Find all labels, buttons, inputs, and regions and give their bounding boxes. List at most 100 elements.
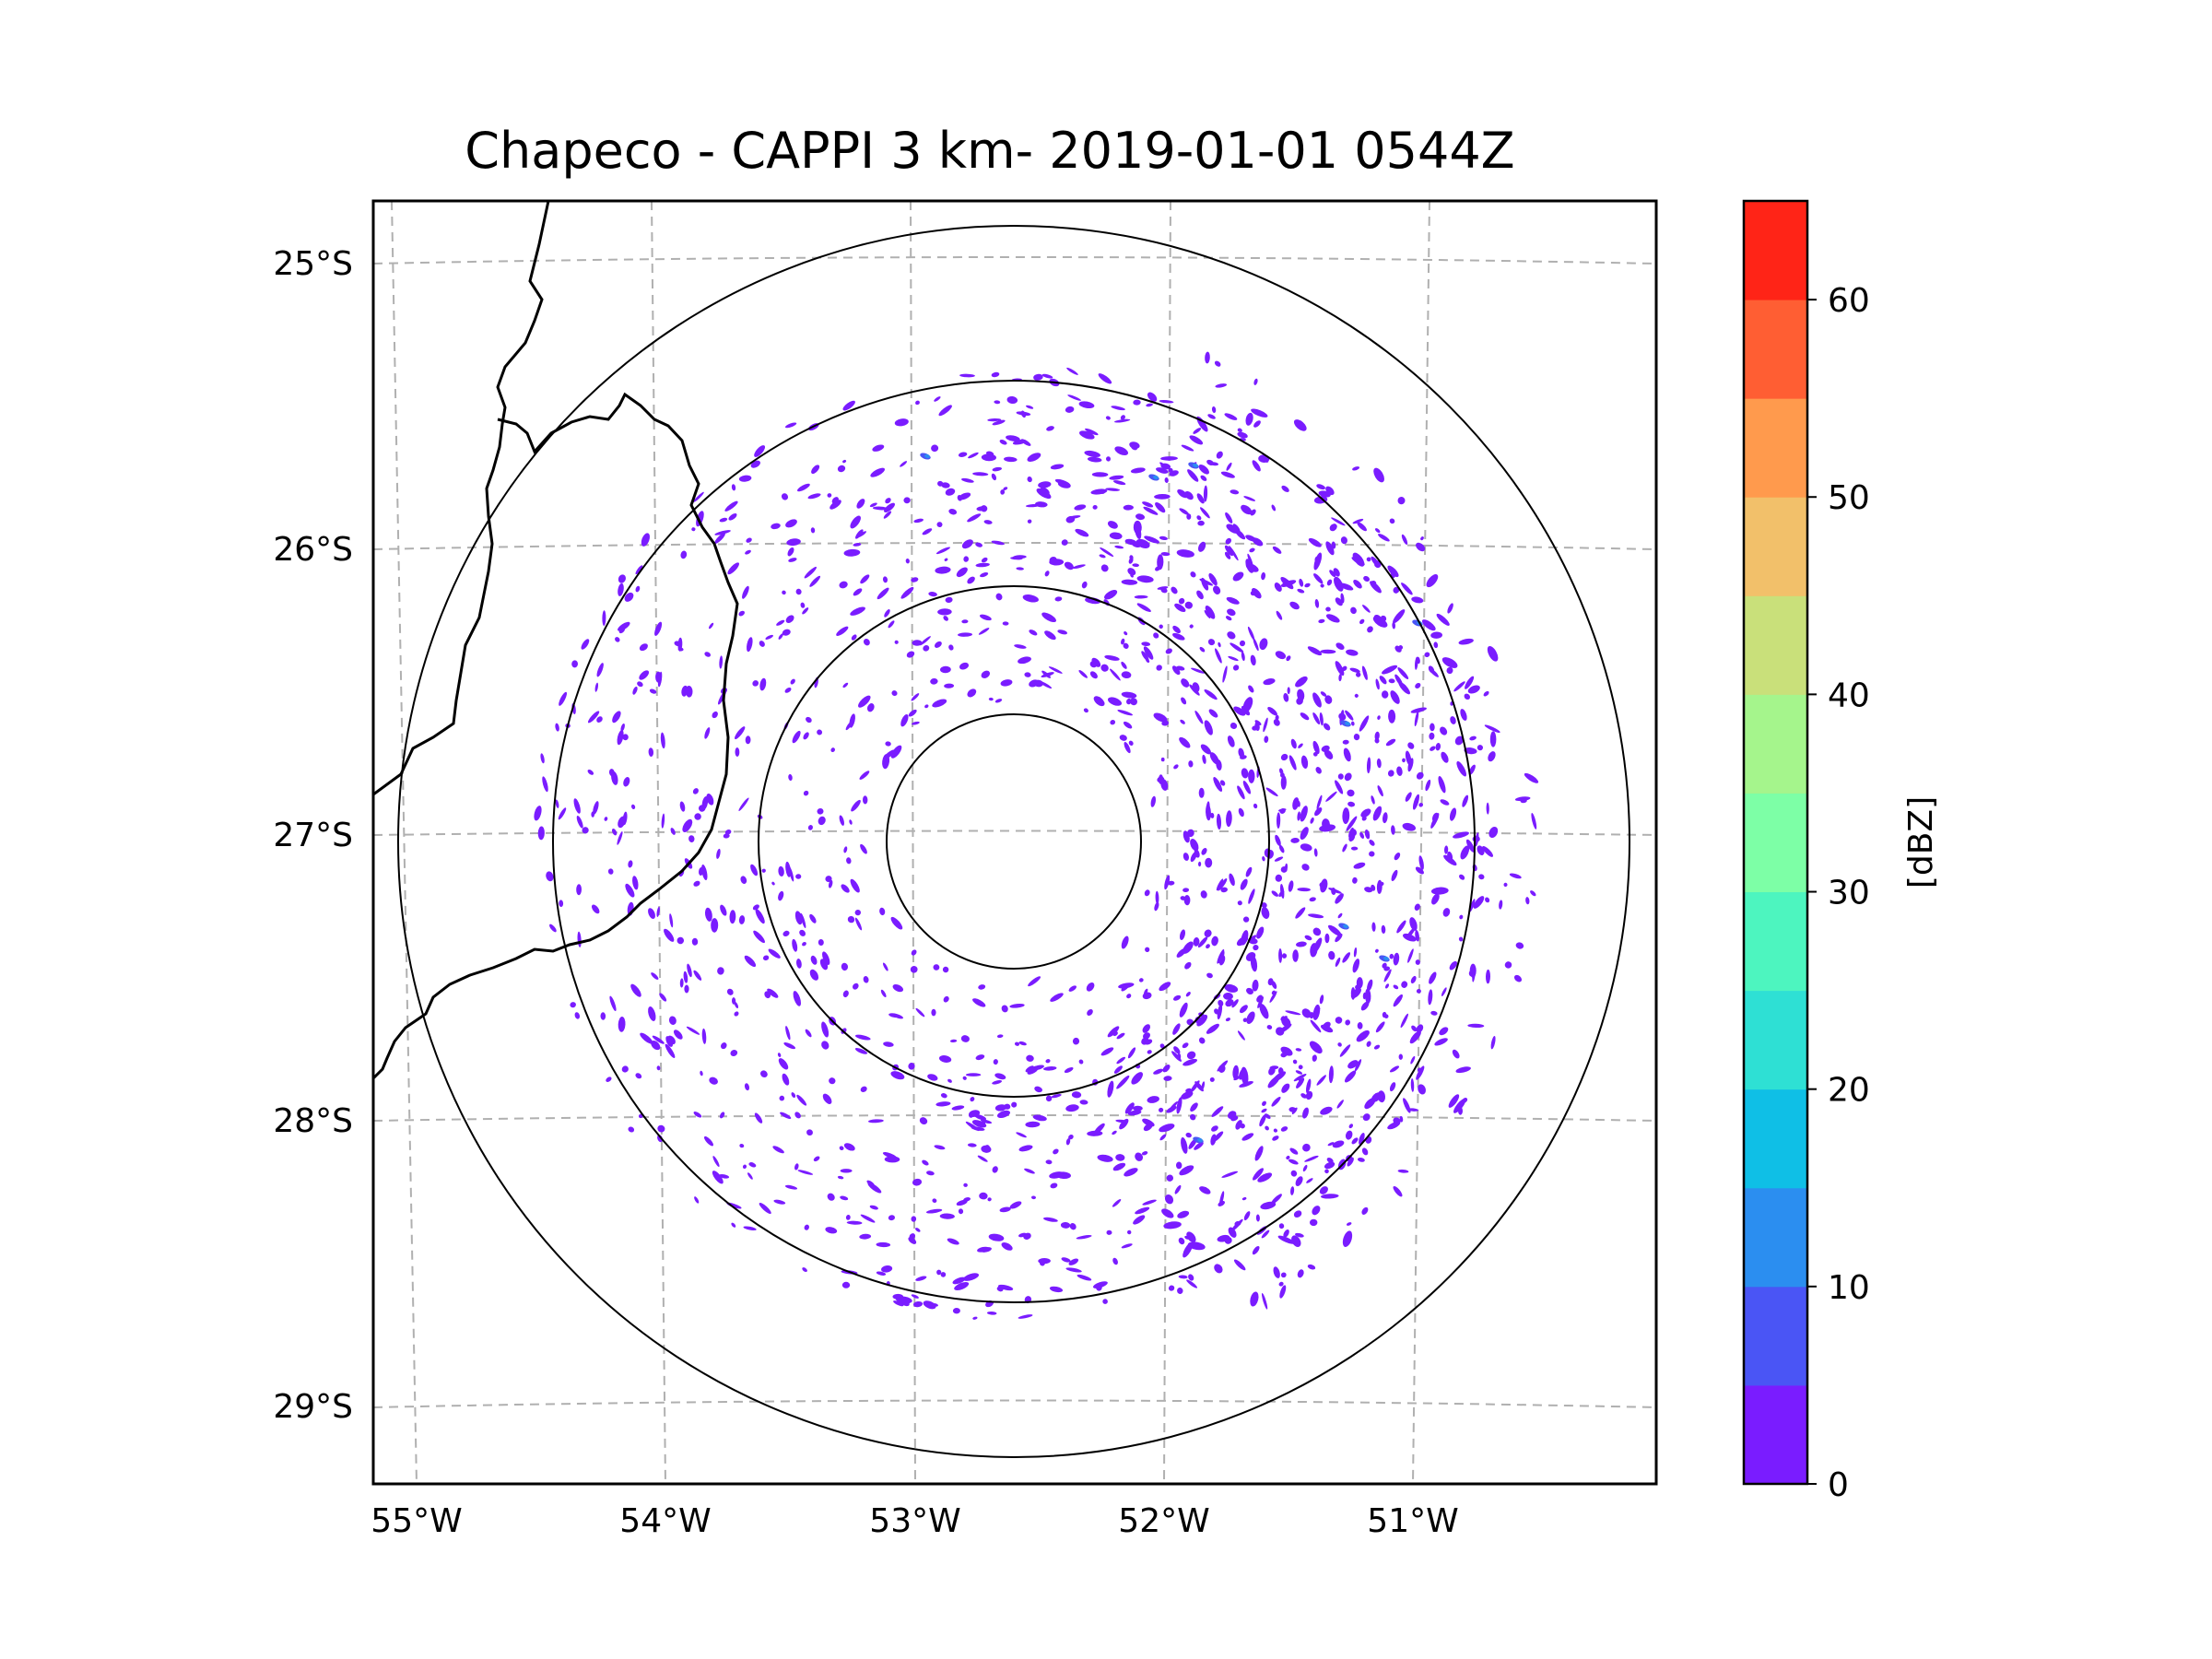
radar-echo: [1078, 670, 1088, 678]
radar-echo: [1182, 830, 1190, 843]
radar-echo: [1225, 1018, 1230, 1022]
radar-echo: [1110, 668, 1121, 681]
radar-echo: [915, 1228, 921, 1232]
radar-echo: [1229, 873, 1235, 887]
radar-echo: [716, 848, 721, 859]
radar-echo: [1366, 557, 1371, 562]
radar-echo: [1199, 646, 1206, 653]
radar-echo: [827, 1193, 835, 1201]
radar-echo: [692, 788, 699, 794]
radar-echo: [1006, 395, 1018, 405]
radar-echo: [1146, 659, 1150, 663]
radar-echo: [738, 915, 746, 924]
radar-echo: [1374, 737, 1380, 744]
radar-echo: [664, 928, 675, 942]
radar-echo: [935, 547, 950, 555]
radar-echo: [1025, 1065, 1034, 1073]
radar-echo: [963, 1197, 971, 1202]
radar-echo: [1233, 1259, 1246, 1271]
radar-echo: [1288, 1107, 1297, 1112]
radar-echo: [1398, 681, 1410, 695]
radar-echo: [1218, 1065, 1226, 1073]
radar-echo: [1333, 568, 1340, 577]
radar-echo: [1289, 1147, 1299, 1155]
radar-echo: [1473, 896, 1485, 909]
radar-echo: [1364, 887, 1373, 893]
radar-echo: [1484, 724, 1500, 733]
radar-echo: [850, 515, 861, 529]
radar-echo: [928, 592, 937, 597]
radar-echo: [1018, 1041, 1027, 1046]
radar-echo: [1276, 812, 1281, 829]
radar-echo: [924, 453, 930, 459]
radar-echo: [1227, 735, 1235, 747]
radar-echo: [906, 651, 915, 658]
radar-echo: [1312, 740, 1320, 755]
lon-label-55: 55°W: [371, 1502, 462, 1540]
radar-echo: [1261, 1230, 1270, 1239]
colorbar-segment: [1744, 595, 1807, 695]
radar-echo: [1301, 864, 1310, 871]
radar-echo: [1393, 984, 1399, 990]
radar-echo: [1184, 1235, 1190, 1240]
radar-echo: [1421, 619, 1436, 631]
radar-echo: [856, 531, 867, 538]
radar-echo: [670, 828, 676, 835]
radar-echo: [1324, 1161, 1335, 1170]
radar-echo: [657, 1135, 663, 1143]
radar-echo: [1314, 599, 1320, 608]
radar-echo: [1397, 497, 1406, 505]
radar-echo: [1362, 1113, 1371, 1122]
radar-echo: [1201, 1081, 1206, 1090]
radar-echo: [1429, 971, 1437, 984]
radar-echo: [1375, 948, 1379, 953]
radar-echo: [753, 930, 765, 944]
radar-echo: [1300, 1093, 1307, 1099]
radar-echo: [1079, 430, 1095, 440]
radar-echo: [1246, 987, 1253, 994]
radar-echo: [779, 1095, 785, 1101]
radar-echo: [1325, 606, 1331, 612]
radar-echo: [1243, 1211, 1251, 1221]
radar-echo: [1041, 612, 1056, 623]
radar-echo: [1389, 518, 1395, 524]
radar-echo: [1394, 852, 1401, 861]
radar-echo: [923, 1300, 936, 1310]
radar-echo: [1181, 697, 1187, 705]
radar-echo: [1168, 880, 1175, 886]
radar-echo: [803, 732, 809, 740]
radar-echo: [1354, 1059, 1362, 1072]
radar-echo: [943, 995, 949, 1003]
radar-echo: [883, 511, 892, 519]
radar-echo: [1401, 534, 1408, 545]
radar-echo: [1240, 878, 1248, 890]
radar-echo: [911, 577, 919, 582]
radar-echo: [660, 732, 665, 749]
radar-echo: [682, 818, 693, 833]
radar-echo: [971, 1120, 987, 1128]
radar-echo: [784, 422, 797, 429]
colorbar-tick-label: 60: [1828, 282, 1870, 320]
radar-echo: [648, 1006, 656, 1021]
radar-echo: [952, 1307, 960, 1314]
radar-echo: [1429, 667, 1439, 677]
radar-echo: [1435, 743, 1441, 751]
radar-echo: [1332, 1140, 1345, 1148]
radar-echo: [854, 1048, 868, 1054]
radar-echo: [1004, 456, 1018, 463]
radar-echo: [738, 797, 749, 811]
radar-echo: [1393, 1117, 1401, 1125]
radar-echo: [1076, 1235, 1092, 1240]
radar-echo: [1391, 869, 1398, 881]
radar-echo: [1279, 884, 1285, 899]
radar-echo: [841, 962, 849, 971]
radar-echo: [1300, 843, 1312, 852]
radar-echo: [1455, 1066, 1471, 1074]
radar-echo: [980, 614, 992, 621]
radar-echo: [1453, 831, 1469, 839]
radar-echo: [1153, 712, 1168, 723]
radar-echo: [805, 1029, 812, 1038]
radar-echo: [606, 1077, 612, 1082]
radar-echo: [845, 1215, 851, 1220]
